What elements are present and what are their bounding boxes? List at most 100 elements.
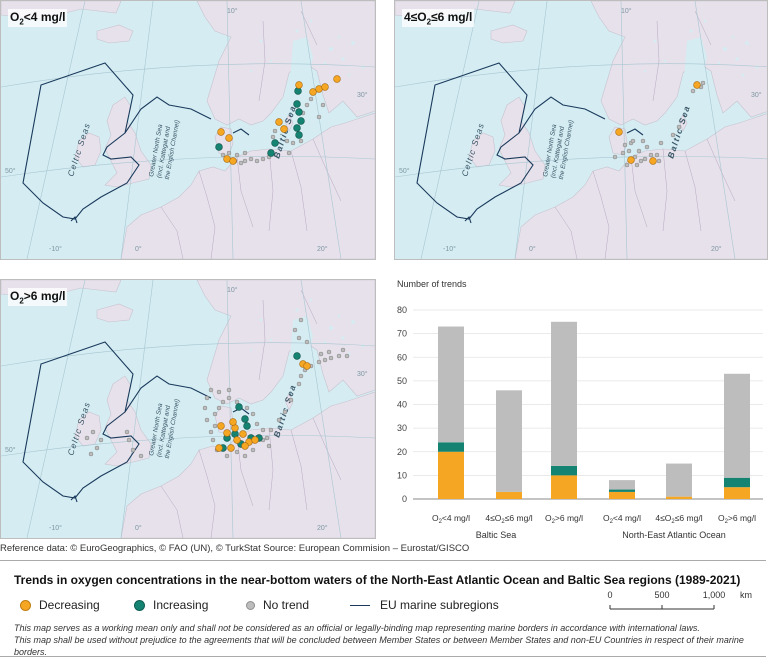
- gotland-land: [284, 114, 294, 132]
- no-trend-point: [270, 134, 276, 140]
- no-trend-point: [700, 80, 706, 86]
- marine-subregion-boundaries: [22, 62, 250, 224]
- no-trend-point: [298, 317, 304, 323]
- no-trend-point: [242, 150, 248, 156]
- no-trend-point: [640, 138, 646, 144]
- ireland-land: [74, 411, 102, 447]
- legend-subregions: EU marine subregions: [350, 598, 499, 612]
- no-trend-point: [644, 144, 650, 150]
- scale-0-label: 0: [607, 590, 612, 600]
- increasing-point: [293, 100, 301, 108]
- iceland-land: [96, 303, 134, 323]
- bar-decreasing: [551, 475, 577, 499]
- legend-decreasing-label: Decreasing: [39, 598, 100, 612]
- no-trend-point: [90, 429, 96, 435]
- increasing-point: [241, 415, 249, 423]
- no-trend-point: [296, 381, 302, 387]
- increasing-point: [267, 149, 275, 157]
- no-trend-point: [126, 437, 132, 443]
- y-tick-label: 20: [397, 447, 407, 457]
- lon-30-label: 30°: [357, 91, 368, 99]
- bar-increasing: [438, 442, 464, 452]
- lon-0-label: 0°: [135, 245, 142, 253]
- no-trend-point: [124, 429, 130, 435]
- bar-decreasing: [666, 496, 692, 499]
- lon-minus10-label: -10°: [443, 245, 456, 253]
- chart-grid: 0 10 20 30 40 50 60 70 80: [397, 305, 763, 504]
- legend-title: Trends in oxygen concentrations in the n…: [14, 573, 741, 587]
- no-trend-point: [298, 373, 304, 379]
- trend-count-chart: Number of trends 0 10 20 30 40 50 60 70 80 O2<4 …: [397, 279, 763, 540]
- no-trend-point: [344, 353, 350, 359]
- chart-ylabel: Number of trends: [397, 279, 467, 289]
- no-trend-point: [98, 437, 104, 443]
- no-trend-point: [220, 399, 226, 405]
- no-trend-point: [676, 124, 682, 130]
- map-panel-o2-above-6: 50° -10° 0° 10° 20° 30° Celtic Seas Grea…: [0, 279, 376, 539]
- decreasing-point: [233, 436, 241, 444]
- no-trend-point: [260, 156, 266, 162]
- increasing-dot-icon: [134, 599, 145, 611]
- no-trend-point: [292, 327, 298, 333]
- decreasing-point: [217, 422, 225, 430]
- gotland-land: [678, 114, 688, 132]
- marine-subregion-boundaries: [22, 341, 250, 503]
- bar-no-trend: [609, 480, 635, 490]
- decreasing-point: [309, 88, 317, 96]
- scale-bar: 0 500 1,000 km: [607, 590, 752, 610]
- x-tick-label: O2>6 mg/l: [545, 513, 583, 525]
- map-canvas: 50° -10° 0° 10° 20° 30° Celtic Seas Grea…: [1, 280, 375, 538]
- disclaimer: This map serves as a working mean only a…: [14, 622, 766, 658]
- legend-no-trend-label: No trend: [263, 598, 310, 612]
- no-trend-point: [84, 435, 90, 441]
- y-tick-label: 50: [397, 376, 407, 386]
- no-trend-point: [630, 138, 636, 144]
- decreasing-point: [303, 362, 311, 370]
- no-trend-point: [296, 335, 302, 341]
- decreasing-point: [649, 157, 657, 165]
- no-trend-point: [624, 162, 630, 168]
- decreasing-point: [295, 81, 303, 89]
- map-title: 4≤O2≤6 mg/l: [402, 9, 475, 28]
- graticule-lines: [1, 1, 375, 259]
- observation-points: [215, 75, 341, 166]
- map-panel-o2-below-4: 50° -10° 0° 10° 20° 30° Celtic Seas Grea…: [0, 0, 376, 260]
- lakes: [643, 19, 759, 77]
- no-trend-point: [254, 158, 260, 164]
- scale-500-label: 500: [654, 590, 669, 600]
- decreasing-point: [693, 81, 701, 89]
- disclaimer-line-2: This map shall be used without prejudice…: [14, 635, 744, 657]
- no-trend-point: [266, 443, 272, 449]
- no-trend-point: [282, 409, 288, 415]
- x-tick-label: 4≤O2≤6 mg/l: [485, 513, 532, 525]
- scale-1000-label: 1,000: [703, 590, 726, 600]
- no-trend-point: [322, 357, 328, 363]
- decreasing-point: [321, 83, 329, 91]
- x-tick-label: O2>6 mg/l: [718, 513, 756, 525]
- x-tick-label: O2<4 mg/l: [432, 513, 470, 525]
- no-trend-point: [216, 405, 222, 411]
- lat-50-label: 50°: [399, 167, 410, 175]
- no-trend-point: [216, 389, 222, 395]
- increasing-point: [243, 422, 251, 430]
- no-trend-point: [208, 387, 214, 393]
- no-trend-point: [636, 148, 642, 154]
- decreasing-point: [223, 429, 231, 437]
- lon-minus10-label: -10°: [49, 524, 62, 532]
- lon-30-label: 30°: [357, 370, 368, 378]
- increasing-point: [293, 124, 301, 132]
- bar-no-trend: [666, 463, 692, 497]
- no-trend-point: [242, 453, 248, 459]
- no-trend-point: [254, 421, 260, 427]
- no-trend-point: [320, 102, 326, 108]
- lakes: [249, 19, 365, 77]
- iceland-land: [490, 24, 528, 44]
- no-trend-point: [248, 156, 254, 162]
- no-trend-point: [88, 451, 94, 457]
- no-trend-point: [224, 453, 230, 459]
- no-trend-point: [250, 447, 256, 453]
- lon-0-label: 0°: [135, 524, 142, 532]
- lon-20-label: 20°: [711, 245, 722, 253]
- no-trend-point: [234, 152, 240, 158]
- legend-increasing-label: Increasing: [153, 598, 209, 612]
